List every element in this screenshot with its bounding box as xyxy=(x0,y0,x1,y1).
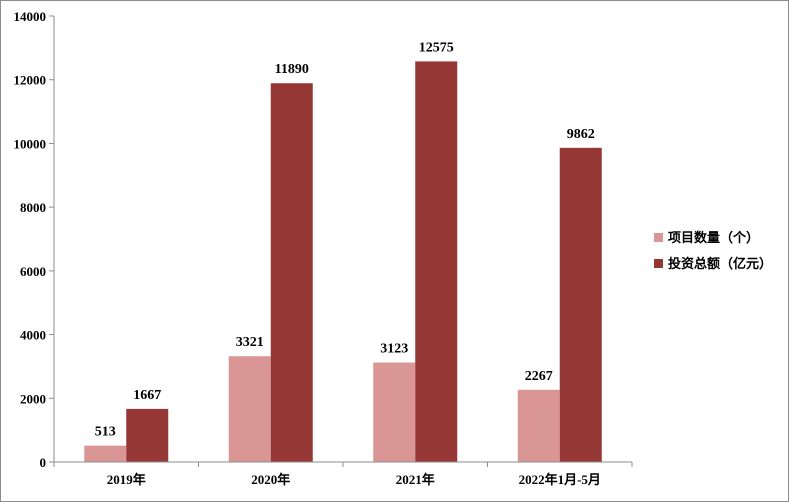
y-tick-label: 12000 xyxy=(14,73,47,88)
data-labels: 513 3321 3123 2267 1667 11890 12575 9862 xyxy=(95,40,595,439)
x-tick-label: 2019年 xyxy=(107,472,146,487)
legend-swatch-project-count xyxy=(654,233,663,242)
data-label: 3123 xyxy=(380,342,408,357)
data-label: 12575 xyxy=(419,40,454,55)
x-tick-label: 2022年1月-5月 xyxy=(519,472,601,487)
legend-label-project-count: 项目数量（个） xyxy=(668,230,759,246)
y-tick-label: 8000 xyxy=(20,200,46,215)
bars xyxy=(84,61,602,463)
data-label: 513 xyxy=(95,425,116,440)
y-tick-label: 4000 xyxy=(20,328,46,343)
y-tick-label: 6000 xyxy=(20,264,46,279)
x-tick-label: 2020年 xyxy=(251,472,290,487)
bar-investment-total xyxy=(270,83,313,463)
data-label: 9862 xyxy=(567,127,595,142)
y-tick-label: 10000 xyxy=(14,136,47,151)
x-axis-ticks: 2019年 2020年 2021年 2022年1月-5月 xyxy=(53,462,633,487)
data-label: 3321 xyxy=(236,335,264,350)
data-label: 2267 xyxy=(525,369,553,384)
bar-project-count xyxy=(84,445,127,462)
legend-label-investment-total: 投资总额（亿元） xyxy=(668,256,772,272)
data-label: 11890 xyxy=(275,62,309,77)
bar-project-count xyxy=(228,356,271,462)
legend: 项目数量（个） 投资总额（亿元） xyxy=(654,230,772,272)
y-tick-label: 14000 xyxy=(14,9,47,24)
bar-project-count xyxy=(373,362,416,462)
bar-investment-total xyxy=(415,61,458,463)
bar-investment-total xyxy=(126,408,169,462)
legend-swatch-investment-total xyxy=(654,259,663,268)
y-axis-ticks: 0 2000 4000 6000 8000 10000 12000 14000 xyxy=(14,9,54,470)
x-tick-label: 2021年 xyxy=(396,472,435,487)
y-tick-label: 2000 xyxy=(20,391,46,406)
data-label: 1667 xyxy=(133,388,161,403)
bar-project-count xyxy=(517,389,560,462)
y-tick-label: 0 xyxy=(40,455,47,470)
bar-investment-total xyxy=(559,147,602,462)
